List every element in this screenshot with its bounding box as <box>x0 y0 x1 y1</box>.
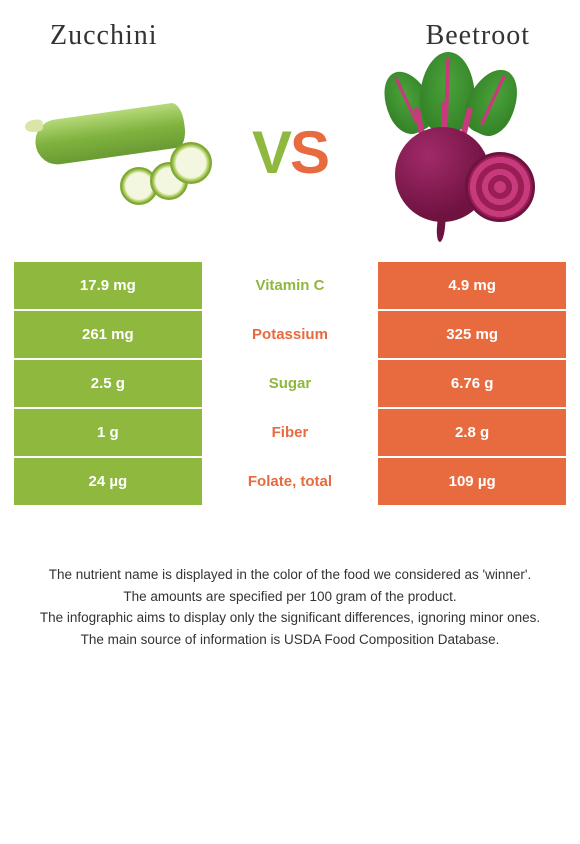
table-row: 17.9 mgVitamin C4.9 mg <box>14 262 566 309</box>
beetroot-icon <box>365 67 555 237</box>
table-row: 1 gFiber2.8 g <box>14 409 566 456</box>
nutrient-label-cell: Folate, total <box>202 458 379 505</box>
left-value-cell: 17.9 mg <box>14 262 202 309</box>
nutrition-table: 17.9 mgVitamin C4.9 mg261 mgPotassium325… <box>14 262 566 505</box>
nutrient-label-cell: Potassium <box>202 311 379 358</box>
titles-row: Zucchini Beetroot <box>10 20 570 62</box>
nutrient-label-cell: Vitamin C <box>202 262 379 309</box>
footnote-line: The nutrient name is displayed in the co… <box>16 565 564 585</box>
right-value-cell: 2.8 g <box>378 409 566 456</box>
left-value-cell: 261 mg <box>14 311 202 358</box>
right-value-cell: 109 µg <box>378 458 566 505</box>
footnote-line: The main source of information is USDA F… <box>16 630 564 650</box>
left-food-title: Zucchini <box>50 20 158 52</box>
left-value-cell: 24 µg <box>14 458 202 505</box>
table-row: 261 mgPotassium325 mg <box>14 311 566 358</box>
left-food-image <box>20 67 220 237</box>
zucchini-icon <box>25 82 215 222</box>
right-food-title: Beetroot <box>426 20 530 52</box>
left-value-cell: 1 g <box>14 409 202 456</box>
nutrient-label-cell: Sugar <box>202 360 379 407</box>
right-food-image <box>360 67 560 237</box>
vs-v: V <box>252 119 290 186</box>
footnote-line: The infographic aims to display only the… <box>16 608 564 628</box>
right-value-cell: 325 mg <box>378 311 566 358</box>
footnote-line: The amounts are specified per 100 gram o… <box>16 587 564 607</box>
right-value-cell: 4.9 mg <box>378 262 566 309</box>
vs-label: VS <box>252 118 328 187</box>
vs-s: S <box>290 119 328 186</box>
left-value-cell: 2.5 g <box>14 360 202 407</box>
footnotes: The nutrient name is displayed in the co… <box>10 565 570 649</box>
hero-row: VS <box>10 62 570 252</box>
table-row: 24 µgFolate, total109 µg <box>14 458 566 505</box>
nutrient-label-cell: Fiber <box>202 409 379 456</box>
table-row: 2.5 gSugar6.76 g <box>14 360 566 407</box>
right-value-cell: 6.76 g <box>378 360 566 407</box>
